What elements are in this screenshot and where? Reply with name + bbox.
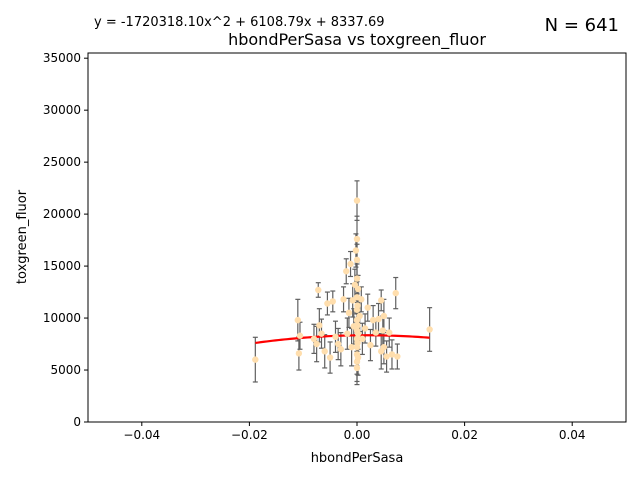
data-point xyxy=(344,330,351,337)
data-point xyxy=(380,312,388,320)
data-point xyxy=(358,296,365,303)
fit-equation: y = -1720318.10x^2 + 6108.79x + 8337.69 xyxy=(94,15,385,30)
data-point xyxy=(359,335,366,343)
data-point xyxy=(326,354,334,361)
y-tick-label: 15000 xyxy=(43,259,81,273)
data-point xyxy=(394,353,401,360)
data-point xyxy=(380,343,388,351)
chart-title: hbondPerSasa vs toxgreen_fluor xyxy=(228,30,486,50)
data-point xyxy=(347,260,354,268)
x-axis-label: hbondPerSasa xyxy=(311,451,404,466)
x-tick-label: −0.04 xyxy=(123,428,160,442)
y-tick-label: 35000 xyxy=(43,51,81,65)
data-point xyxy=(343,268,350,275)
data-point xyxy=(324,300,331,307)
data-point xyxy=(354,339,361,347)
data-point xyxy=(353,235,361,243)
y-tick-label: 20000 xyxy=(43,207,81,221)
data-point xyxy=(392,289,399,297)
data-point xyxy=(356,312,363,320)
y-tick-label: 5000 xyxy=(50,363,81,377)
y-tick-label: 0 xyxy=(73,415,81,429)
x-tick-label: −0.02 xyxy=(231,428,268,442)
data-point xyxy=(296,332,304,339)
data-point xyxy=(294,316,302,324)
data-point xyxy=(353,256,361,264)
data-point xyxy=(321,348,328,355)
data-point xyxy=(352,247,360,254)
data-point xyxy=(375,315,382,323)
data-point xyxy=(354,330,362,337)
y-tick-label: 25000 xyxy=(43,155,81,169)
data-point xyxy=(353,197,361,204)
x-axis-ticks: −0.04 −0.02 0.00 0.02 0.04 xyxy=(123,422,586,442)
sample-count: N = 641 xyxy=(545,15,619,36)
data-point xyxy=(378,297,385,304)
data-point xyxy=(388,351,396,358)
data-point xyxy=(252,356,259,363)
data-point xyxy=(332,333,339,340)
data-point xyxy=(315,286,322,294)
data-point xyxy=(354,354,362,361)
y-tick-label: 30000 xyxy=(43,103,81,117)
y-axis-label: toxgreen_fluor xyxy=(15,189,30,284)
data-point xyxy=(372,329,380,336)
data-point xyxy=(354,322,361,329)
data-point xyxy=(426,326,433,333)
data-point xyxy=(295,350,303,357)
data-point xyxy=(348,343,355,351)
data-point xyxy=(383,353,390,360)
data-point xyxy=(364,304,371,311)
x-tick-label: 0.00 xyxy=(344,428,371,442)
x-tick-label: 0.02 xyxy=(451,428,478,442)
data-point xyxy=(310,335,318,343)
data-point xyxy=(313,340,320,348)
data-point xyxy=(379,327,387,334)
error-bars xyxy=(252,180,433,386)
data-point xyxy=(369,316,377,324)
data-point xyxy=(329,298,336,305)
data-point xyxy=(334,340,342,348)
data-point xyxy=(353,275,361,282)
x-tick-label: 0.04 xyxy=(559,428,586,442)
data-point xyxy=(353,364,361,372)
data-point xyxy=(354,285,362,293)
data-point xyxy=(354,302,361,309)
data-point xyxy=(345,309,353,317)
fit-curve xyxy=(255,334,430,345)
fit-line xyxy=(255,334,430,345)
y-tick-label: 10000 xyxy=(43,311,81,325)
data-point xyxy=(318,330,325,337)
data-point xyxy=(337,346,345,353)
data-point xyxy=(316,322,323,329)
y-axis-ticks: 0 5000 10000 15000 20000 25000 30000 35000 xyxy=(43,51,88,429)
data-point xyxy=(386,329,393,336)
data-points xyxy=(252,197,433,372)
data-point xyxy=(340,296,347,303)
data-point xyxy=(361,325,369,332)
plot-frame xyxy=(87,52,627,423)
data-point xyxy=(367,341,374,349)
